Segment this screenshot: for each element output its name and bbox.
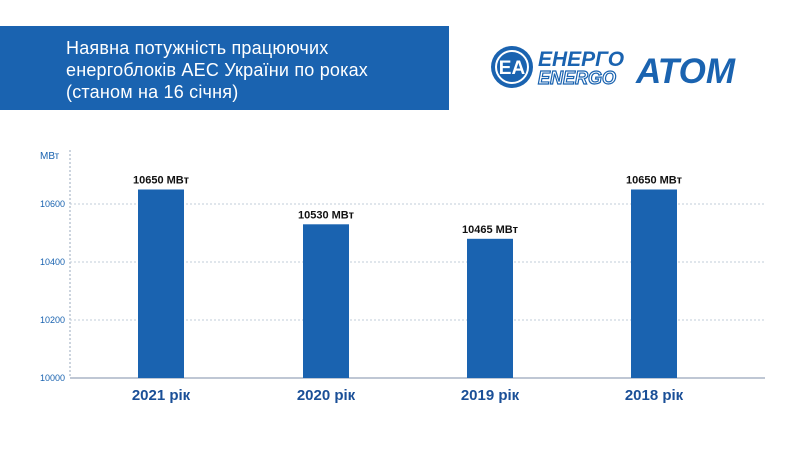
y-tick-label: 10600 <box>40 199 65 209</box>
y-axis-ticks: 10000 10200 10400 10600 <box>40 199 65 383</box>
energoatom-logo-graphic: EA ЕНЕРГО ENERGO АТОМ <box>491 46 736 91</box>
chart-title-line-3: (станом на 16 січня) <box>66 82 239 102</box>
logo-badge-text: EA <box>499 58 526 79</box>
bar <box>631 189 677 378</box>
y-tick-label: 10400 <box>40 257 65 267</box>
logo-badge-ring <box>495 50 529 84</box>
data-label: 10465 МВт <box>462 224 519 236</box>
data-labels: 10650 МВт 10530 МВт 10465 МВт 10650 МВт <box>133 175 683 236</box>
x-tick-label: 2019 рік <box>461 387 520 404</box>
bar <box>303 224 349 378</box>
data-label: 10650 МВт <box>626 175 683 187</box>
x-tick-label: 2021 рік <box>132 387 191 404</box>
logo-word-bottom: ENERGO <box>538 68 616 88</box>
x-axis-labels: 2021 рік 2020 рік 2019 рік 2018 рік <box>132 387 684 404</box>
chart-title-banner: Наявна потужність працюючих енергоблоків… <box>0 26 449 110</box>
y-axis-unit-label: МВт <box>40 151 60 162</box>
logo-word-right: АТОМ <box>635 52 736 91</box>
x-tick-label: 2020 рік <box>297 387 356 404</box>
bars <box>138 189 677 378</box>
chart-title-line-2: енергоблоків АЕС України по роках <box>66 60 369 80</box>
y-tick-label: 10000 <box>40 373 65 383</box>
chart-title-line-1: Наявна потужність працюючих <box>66 38 329 58</box>
x-tick-label: 2018 рік <box>625 387 684 404</box>
y-tick-label: 10200 <box>40 315 65 325</box>
bar <box>467 238 513 378</box>
logo-badge-circle <box>491 46 533 88</box>
data-label: 10650 МВт <box>133 175 190 187</box>
bar <box>138 189 184 378</box>
energoatom-logo: EA ЕНЕРГО ENERGO АТОМ <box>490 42 760 92</box>
data-label: 10530 МВт <box>298 209 355 221</box>
logo-word-top: ЕНЕРГО <box>538 48 624 71</box>
